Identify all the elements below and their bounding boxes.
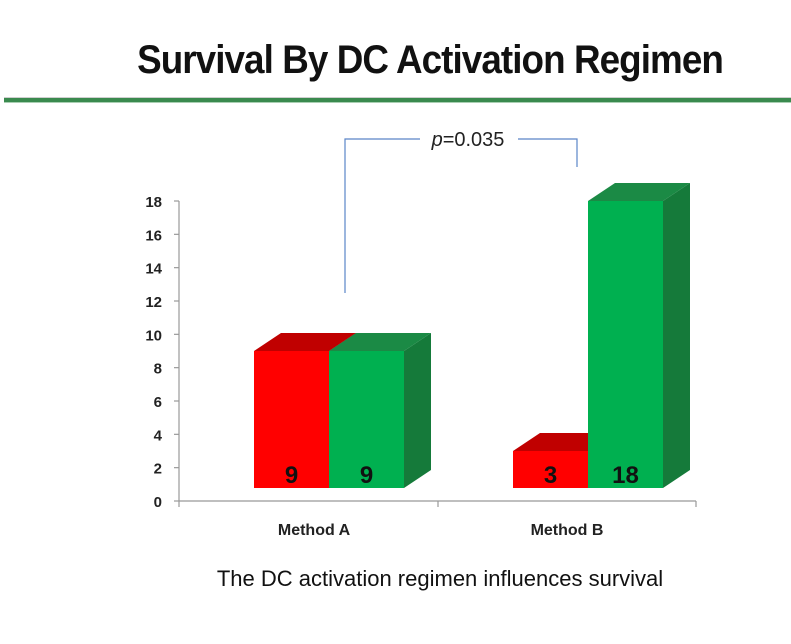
y-tick-label: 8	[154, 361, 162, 378]
y-tick-label: 0	[154, 494, 162, 511]
y-tick-label: 18	[145, 194, 162, 211]
y-tick-label: 10	[145, 327, 162, 344]
p-value-annotation: p=0.035	[431, 129, 505, 151]
title-divider	[4, 97, 791, 103]
y-axis: 0 2 4 6 8 10 12 14 16 18	[145, 194, 180, 511]
data-label: 3	[544, 462, 557, 489]
y-tick-label: 2	[154, 461, 162, 478]
slide-title: Survival By DC Activation Regimen	[137, 38, 724, 82]
x-tick-label: Method B	[531, 522, 604, 539]
bar	[588, 183, 690, 488]
x-tick-label: Method A	[278, 522, 351, 539]
data-label: 9	[360, 462, 373, 489]
bar	[329, 333, 431, 488]
data-labels: 9 9 3 18	[285, 462, 639, 489]
slide-caption: The DC activation regimen influences sur…	[216, 566, 664, 591]
significance-bracket: p=0.035	[344, 129, 578, 293]
x-axis: Method A Method B	[178, 500, 697, 539]
y-tick-label: 12	[145, 294, 162, 311]
data-label: 18	[612, 462, 639, 489]
y-tick-label: 16	[145, 227, 162, 244]
y-tick-label: 6	[154, 394, 162, 411]
bar	[254, 333, 356, 488]
data-label: 9	[285, 462, 298, 489]
y-tick-label: 14	[145, 261, 162, 278]
y-tick-label: 4	[154, 427, 163, 444]
bars	[254, 183, 690, 488]
